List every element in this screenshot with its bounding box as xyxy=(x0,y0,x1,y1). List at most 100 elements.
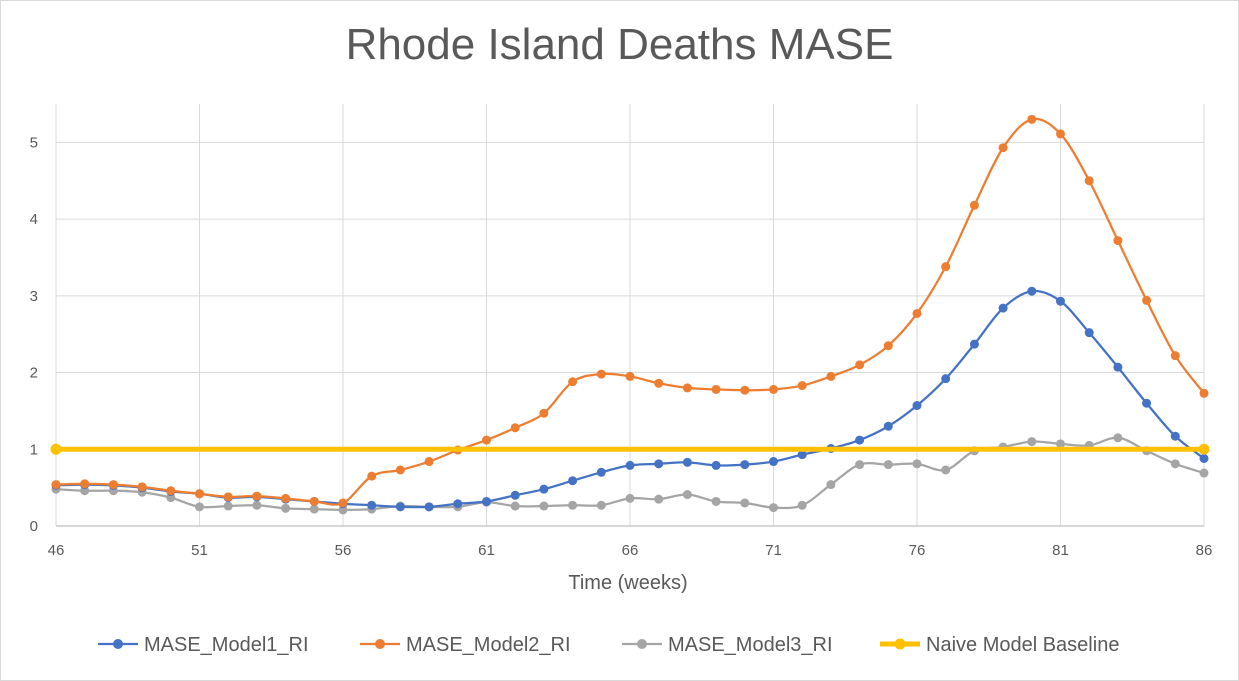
data-point xyxy=(1084,328,1094,338)
data-point xyxy=(1056,129,1065,139)
data-point xyxy=(80,479,90,489)
data-point xyxy=(941,374,951,384)
legend: MASE_Model1_RI MASE_Model2_RI MASE_Model3_… xyxy=(98,634,1119,656)
data-point xyxy=(395,502,405,512)
y-tick-label: 4 xyxy=(30,211,38,228)
data-point xyxy=(1170,431,1180,441)
data-point xyxy=(1199,468,1209,478)
data-point xyxy=(510,490,520,500)
data-point xyxy=(510,423,520,433)
legend-label: Naive Model Baseline xyxy=(926,634,1119,656)
data-point xyxy=(941,465,951,475)
data-point xyxy=(625,493,635,503)
data-point xyxy=(195,489,204,499)
data-point xyxy=(223,492,233,502)
x-tick-label: 51 xyxy=(191,542,208,559)
data-point xyxy=(596,369,606,379)
data-point xyxy=(424,457,434,467)
data-point xyxy=(1142,398,1152,408)
data-point xyxy=(740,385,750,395)
data-point xyxy=(596,467,606,477)
data-point xyxy=(596,500,606,510)
x-axis-title: Time (weeks) xyxy=(568,572,687,594)
data-point xyxy=(912,308,922,318)
data-point xyxy=(654,494,664,504)
data-point xyxy=(654,459,664,469)
data-point xyxy=(252,500,262,510)
data-point xyxy=(711,460,721,470)
data-point xyxy=(195,502,204,512)
series-naive-model-baseline xyxy=(50,443,1210,455)
data-point xyxy=(769,384,778,394)
data-point xyxy=(108,480,118,490)
series-mase-model2-ri xyxy=(51,114,1209,508)
data-point xyxy=(137,482,147,492)
data-point xyxy=(682,383,692,393)
data-point xyxy=(625,371,635,381)
x-tick-label: 71 xyxy=(765,542,782,559)
data-point xyxy=(223,501,233,511)
data-point xyxy=(1084,176,1094,186)
data-point xyxy=(281,493,291,503)
data-point xyxy=(1142,295,1152,305)
data-point xyxy=(338,498,348,508)
data-point xyxy=(1113,236,1123,246)
data-point xyxy=(912,401,922,411)
data-point xyxy=(1027,437,1037,447)
data-point xyxy=(826,371,836,381)
data-point xyxy=(941,262,951,272)
data-point xyxy=(711,384,721,394)
x-tick-label: 86 xyxy=(1196,542,1213,559)
data-point xyxy=(424,502,434,512)
data-point xyxy=(826,480,836,490)
legend-swatch-marker xyxy=(894,638,906,650)
data-point xyxy=(797,500,807,510)
data-point xyxy=(568,476,578,486)
data-point xyxy=(539,484,549,494)
legend-swatch-marker xyxy=(375,639,385,649)
data-point xyxy=(539,501,549,511)
axes: 0 1 2 3 4 5 46 51 56 61 66 71 76 81 86 xyxy=(30,134,1213,559)
data-point xyxy=(252,491,262,501)
data-point xyxy=(281,503,291,513)
data-point xyxy=(1113,362,1123,372)
y-tick-label: 5 xyxy=(30,134,38,151)
data-point xyxy=(1198,443,1210,455)
data-point xyxy=(797,381,807,391)
data-point xyxy=(482,435,491,445)
data-point xyxy=(740,460,750,470)
data-point xyxy=(395,465,405,475)
x-tick-label: 56 xyxy=(335,542,352,559)
data-point xyxy=(883,341,893,351)
y-tick-label: 2 xyxy=(30,365,38,382)
x-tick-label: 81 xyxy=(1052,542,1069,559)
y-tick-label: 1 xyxy=(30,441,38,458)
data-point xyxy=(711,496,721,506)
data-point xyxy=(912,459,922,469)
data-point xyxy=(855,460,865,470)
data-point xyxy=(453,499,463,509)
data-point xyxy=(654,378,664,388)
data-point xyxy=(166,486,176,496)
data-point xyxy=(625,460,635,470)
data-point xyxy=(998,303,1008,313)
data-point xyxy=(51,480,61,490)
x-tick-label: 76 xyxy=(909,542,926,559)
legend-swatch-marker xyxy=(637,639,647,649)
legend-label: MASE_Model2_RI xyxy=(406,634,571,656)
data-point xyxy=(510,501,520,511)
chart-title: Rhode Island Deaths MASE xyxy=(345,20,894,69)
data-point xyxy=(682,490,692,500)
data-point xyxy=(1170,351,1180,361)
data-point xyxy=(1027,286,1037,296)
x-tick-label: 46 xyxy=(48,542,65,559)
y-tick-label: 0 xyxy=(30,518,38,535)
x-tick-label: 66 xyxy=(622,542,639,559)
data-point xyxy=(797,450,807,460)
data-point xyxy=(1199,453,1209,463)
data-point xyxy=(309,504,319,514)
data-point xyxy=(969,200,979,210)
legend-label: MASE_Model3_RI xyxy=(668,634,833,656)
